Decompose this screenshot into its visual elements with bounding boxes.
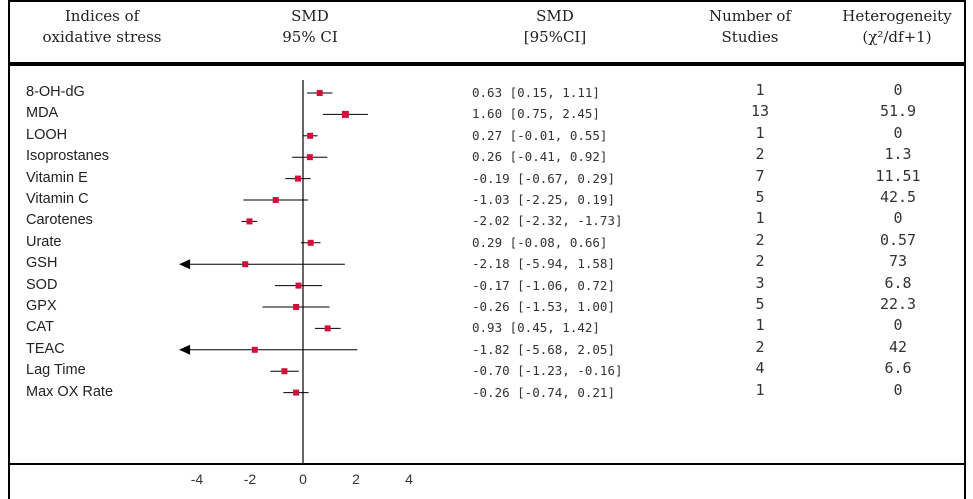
header-het-line1: Heterogeneity xyxy=(842,7,952,25)
row-heterogeneity: 6.8 xyxy=(884,273,912,292)
row-heterogeneity: 0 xyxy=(893,81,903,99)
body-box xyxy=(8,64,966,465)
row-label: Vitamin E xyxy=(26,169,88,186)
row-number-of-studies: 1 xyxy=(755,380,765,399)
row-label: Isoprostanes xyxy=(26,148,110,165)
row-label: Urate xyxy=(26,233,62,250)
row-number-of-studies: 13 xyxy=(750,102,770,121)
row-smd-ci-text: 0.27 [-0.01, 0.55] xyxy=(472,127,608,143)
row-label: CAT xyxy=(26,319,54,336)
header-smd-ci: SMD [95%CI] xyxy=(500,6,610,48)
row-heterogeneity: 0 xyxy=(893,316,903,335)
row-smd-ci-text: 0.26 [-0.41, 0.92] xyxy=(472,149,608,165)
row-label: GPX xyxy=(26,298,57,314)
row-smd-ci-text: -0.70 [-1.23, -0.16] xyxy=(472,363,623,379)
header-het-line2: (χ²/df+1) xyxy=(862,28,932,46)
row-smd-ci-text: 0.63 [0.15, 1.11] xyxy=(472,85,600,100)
row-label: Max OX Rate xyxy=(26,383,114,400)
header-indices-line2: oxidative stress xyxy=(42,28,162,46)
row-heterogeneity: 1.3 xyxy=(884,145,912,164)
x-tick-label: 0 xyxy=(299,471,307,487)
row-number-of-studies: 7 xyxy=(755,166,765,185)
header-box xyxy=(8,0,966,64)
x-tick-label: 4 xyxy=(405,471,413,487)
header-smd-ci-line1: SMD xyxy=(536,7,574,25)
row-smd-ci-text: -1.03 [-2.25, 0.19] xyxy=(472,192,615,207)
x-tick-label: -4 xyxy=(190,471,204,487)
row-number-of-studies: 1 xyxy=(755,81,765,99)
row-number-of-studies: 1 xyxy=(755,209,765,228)
row-heterogeneity: 0 xyxy=(893,380,903,399)
row-label: TEAC xyxy=(26,340,65,357)
row-smd-ci-text: 0.29 [-0.08, 0.66] xyxy=(472,234,608,250)
row-smd-ci-text: -1.82 [-5.68, 2.05] xyxy=(472,341,615,357)
row-label: 8-OH-dG xyxy=(26,84,85,100)
row-label: Carotenes xyxy=(26,212,93,229)
header-smd-plot-line2: 95% CI xyxy=(282,28,338,46)
row-smd-ci-text: 1.60 [0.75, 2.45] xyxy=(472,106,600,122)
x-tick-label: 2 xyxy=(352,471,360,487)
row-smd-ci-text: 0.93 [0.45, 1.42] xyxy=(472,320,600,336)
footer-box xyxy=(8,463,966,499)
header-smd-ci-line2: [95%CI] xyxy=(523,28,587,46)
row-number-of-studies: 3 xyxy=(755,273,765,292)
row-label: SOD xyxy=(26,276,58,293)
row-label: Vitamin C xyxy=(26,191,89,207)
row-heterogeneity: 73 xyxy=(888,252,908,271)
row-smd-ci-text: -0.19 [-0.67, 0.29] xyxy=(472,170,615,186)
row-number-of-studies: 5 xyxy=(755,295,765,313)
row-number-of-studies: 1 xyxy=(755,316,765,335)
header-studies: Number of Studies xyxy=(700,6,800,48)
header-smd-plot-line1: SMD xyxy=(291,7,329,25)
header-studies-line2: Studies xyxy=(721,28,779,46)
row-heterogeneity: 6.6 xyxy=(884,359,912,378)
row-smd-ci-text: -0.26 [-1.53, 1.00] xyxy=(472,299,615,314)
row-smd-ci-text: -0.26 [-0.74, 0.21] xyxy=(472,384,615,400)
row-number-of-studies: 2 xyxy=(755,252,765,271)
row-heterogeneity: 0 xyxy=(893,123,903,142)
row-smd-ci-text: -2.02 [-2.32, -1.73] xyxy=(472,213,623,229)
x-tick-label: -2 xyxy=(243,471,257,487)
row-heterogeneity: 42 xyxy=(888,337,908,356)
row-smd-ci-text: -0.17 [-1.06, 0.72] xyxy=(472,277,615,293)
row-number-of-studies: 4 xyxy=(755,359,765,378)
row-smd-ci-text: -2.18 [-5.94, 1.58] xyxy=(472,256,615,272)
header-indices-line1: Indices of xyxy=(64,7,140,25)
header-indices: Indices of oxidative stress xyxy=(22,6,182,48)
row-number-of-studies: 2 xyxy=(755,230,765,249)
row-heterogeneity: 0.57 xyxy=(879,230,917,249)
row-heterogeneity: 22.3 xyxy=(879,295,917,313)
header-smd-plot: SMD 95% CI xyxy=(270,6,350,48)
row-heterogeneity: 42.5 xyxy=(879,188,917,206)
row-heterogeneity: 11.51 xyxy=(875,166,921,185)
row-label: Lag Time xyxy=(26,362,86,379)
row-heterogeneity: 0 xyxy=(893,209,903,228)
row-number-of-studies: 1 xyxy=(755,123,765,142)
row-label: GSH xyxy=(26,255,58,272)
row-heterogeneity: 51.9 xyxy=(879,102,917,121)
row-number-of-studies: 2 xyxy=(755,145,765,164)
header-heterogeneity: Heterogeneity (χ²/df+1) xyxy=(842,6,952,48)
row-label: MDA xyxy=(26,105,59,122)
row-number-of-studies: 2 xyxy=(755,337,765,356)
row-number-of-studies: 5 xyxy=(755,188,765,206)
header-studies-line1: Number of xyxy=(708,7,791,25)
row-label: LOOH xyxy=(26,126,68,143)
